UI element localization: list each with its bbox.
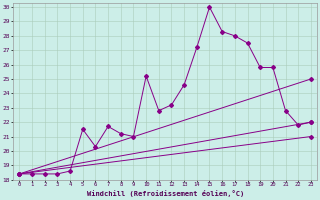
X-axis label: Windchill (Refroidissement éolien,°C): Windchill (Refroidissement éolien,°C) [86, 190, 244, 197]
